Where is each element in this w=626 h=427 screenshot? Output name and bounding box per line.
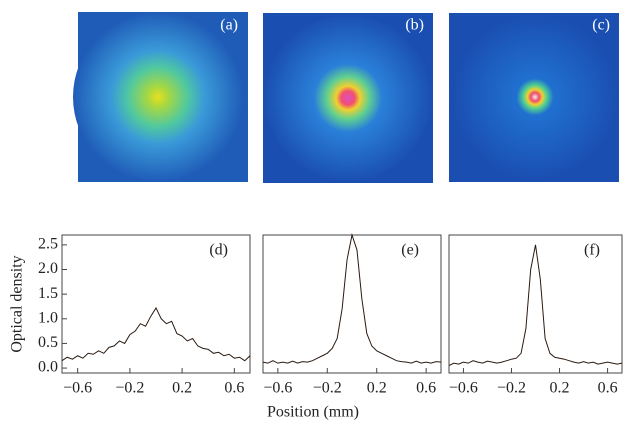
image-c-spot (451, 13, 619, 181)
y-tick-label: 2.0 (38, 260, 58, 277)
plot-frame (448, 234, 623, 374)
y-tick-label: 2.5 (38, 236, 58, 253)
x-tick-label: −0.6 (63, 380, 92, 397)
x-tick-label: 0.6 (416, 380, 436, 397)
image-b-spot (263, 13, 433, 183)
x-axis-label: Position (mm) (267, 404, 359, 421)
x-tick-label: −0.2 (115, 380, 144, 397)
x-tick-label: 0.6 (224, 380, 244, 397)
x-tick-label: 0.2 (550, 380, 570, 397)
x-tick-label: 0.6 (598, 380, 618, 397)
image-label: (c) (592, 17, 610, 34)
y-tick-label: 0.5 (38, 334, 58, 351)
y-tick-label: 0.0 (38, 359, 58, 376)
panel-label: (f) (584, 242, 600, 259)
y-tick-label: 1.5 (38, 285, 58, 302)
data-line (61, 306, 251, 362)
y-tick-label: 1.0 (38, 309, 58, 326)
x-tick-label: −0.6 (449, 380, 478, 397)
x-tick-label: 0.2 (172, 380, 192, 397)
panel-label: (d) (209, 242, 228, 259)
image-a-spot (73, 12, 243, 182)
image-label: (a) (220, 17, 238, 34)
data-line (448, 244, 623, 367)
image-label: (b) (405, 17, 424, 34)
x-tick-label: −0.2 (497, 380, 526, 397)
panel-label: (e) (401, 242, 419, 259)
x-tick-label: −0.2 (313, 380, 342, 397)
data-line (262, 233, 442, 364)
x-tick-label: 0.2 (367, 380, 387, 397)
x-tick-label: −0.6 (263, 380, 292, 397)
plot-frame (61, 234, 251, 374)
y-axis-label: Optical density (9, 255, 26, 352)
